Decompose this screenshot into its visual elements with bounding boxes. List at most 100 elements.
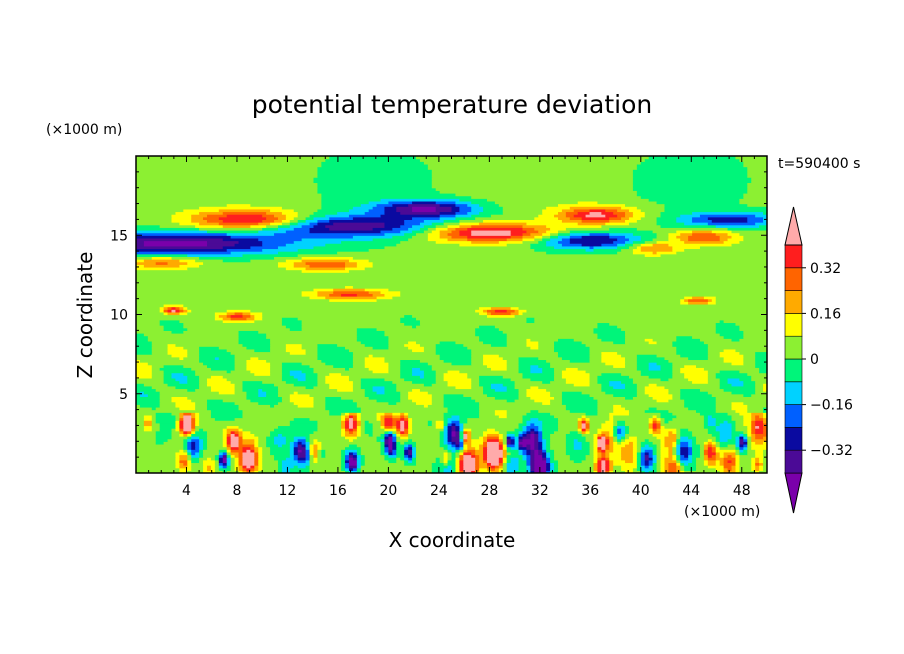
contour-cell <box>226 428 240 432</box>
contour-cell <box>652 449 658 453</box>
contour-cell <box>483 385 492 390</box>
contour-cell <box>715 438 721 442</box>
contour-cell <box>692 457 697 461</box>
contour-cell <box>601 436 606 440</box>
contour-cell <box>522 372 555 376</box>
contour-cell <box>715 327 740 331</box>
contour-cell <box>451 454 457 458</box>
contour-cell <box>242 433 255 437</box>
contour-cell <box>427 362 453 366</box>
contour-cell <box>408 422 413 427</box>
contour-cell <box>471 229 512 234</box>
contour-cell <box>222 441 228 445</box>
contour-cell <box>206 433 224 437</box>
contour-cell <box>735 462 740 466</box>
contour-cell <box>518 309 528 313</box>
contour-cell <box>581 422 587 427</box>
contour-cell <box>136 343 153 347</box>
contour-cell <box>486 364 508 368</box>
contour-cell <box>514 470 528 473</box>
contour-cell <box>664 356 689 361</box>
contour-cell <box>715 322 737 326</box>
contour-cell <box>356 332 386 337</box>
contour-cell <box>506 467 520 471</box>
contour-cell <box>345 433 358 437</box>
contour-cell <box>206 377 228 382</box>
contour-cell <box>506 309 516 313</box>
contour-cell <box>648 383 658 387</box>
contour-cell <box>151 346 169 350</box>
contour-cell <box>431 396 445 400</box>
contour-cell <box>136 340 153 345</box>
contour-cell <box>435 459 441 464</box>
contour-cell <box>625 364 638 368</box>
contour-cell <box>136 195 322 199</box>
contour-cell <box>621 380 634 384</box>
contour-cell <box>143 425 153 429</box>
contour-cell <box>384 443 389 448</box>
contour-cell <box>719 332 744 337</box>
contour-cell <box>597 449 602 453</box>
contour-cell <box>195 372 255 376</box>
contour-cell <box>439 232 449 236</box>
contour-cell <box>597 200 658 205</box>
contour-cell <box>554 340 583 345</box>
contour-cell <box>341 467 346 471</box>
contour-cell <box>656 240 685 244</box>
contour-cell <box>404 454 409 458</box>
contour-cell <box>136 290 303 294</box>
contour-cell <box>258 229 287 234</box>
contour-cell <box>199 351 232 355</box>
contour-cell <box>471 380 480 384</box>
contour-cell <box>668 232 681 236</box>
contour-cell <box>636 192 744 197</box>
contour-cell <box>348 457 354 461</box>
contour-cell <box>479 406 567 411</box>
contour-cell <box>569 216 583 220</box>
contour-cell <box>305 261 346 265</box>
contour-cell <box>447 417 460 421</box>
contour-cell <box>325 158 421 162</box>
contour-cell <box>747 185 767 189</box>
contour-cell <box>143 417 153 421</box>
contour-cell <box>258 454 263 458</box>
contour-cell <box>514 433 520 437</box>
contour-cell <box>416 462 433 466</box>
contour-cell <box>554 414 583 419</box>
contour-cell <box>569 430 579 434</box>
contour-cell <box>707 369 721 374</box>
contour-cell <box>755 222 767 226</box>
contour-cell <box>660 470 666 473</box>
contour-cell <box>506 433 516 437</box>
contour-cell <box>593 470 599 473</box>
contour-cell <box>226 309 251 313</box>
contour-cell <box>542 449 547 453</box>
contour-cell <box>648 465 654 469</box>
contour-cell <box>735 470 740 473</box>
contour-cell <box>561 219 583 223</box>
contour-cell <box>459 198 488 202</box>
contour-cell <box>506 243 531 247</box>
contour-cell <box>739 441 744 445</box>
contour-cell <box>136 237 224 242</box>
contour-cell <box>443 430 449 434</box>
contour-cell <box>743 163 767 168</box>
contour-cell <box>672 412 701 416</box>
contour-cell <box>199 206 283 210</box>
contour-cell <box>625 438 638 442</box>
contour-cell <box>459 451 464 456</box>
contour-cell <box>617 243 626 247</box>
contour-cell <box>625 332 721 337</box>
contour-cell <box>613 441 618 445</box>
contour-cell <box>680 459 693 464</box>
contour-cell <box>348 451 354 456</box>
contour-cell <box>455 214 472 218</box>
contour-cell <box>419 375 425 379</box>
contour-cell <box>483 359 508 363</box>
contour-cell <box>254 467 259 471</box>
contour-cell <box>234 465 240 469</box>
contour-cell <box>565 438 575 442</box>
contour-cell <box>297 391 366 395</box>
contour-cell <box>707 216 748 220</box>
contour-cell <box>376 296 393 300</box>
